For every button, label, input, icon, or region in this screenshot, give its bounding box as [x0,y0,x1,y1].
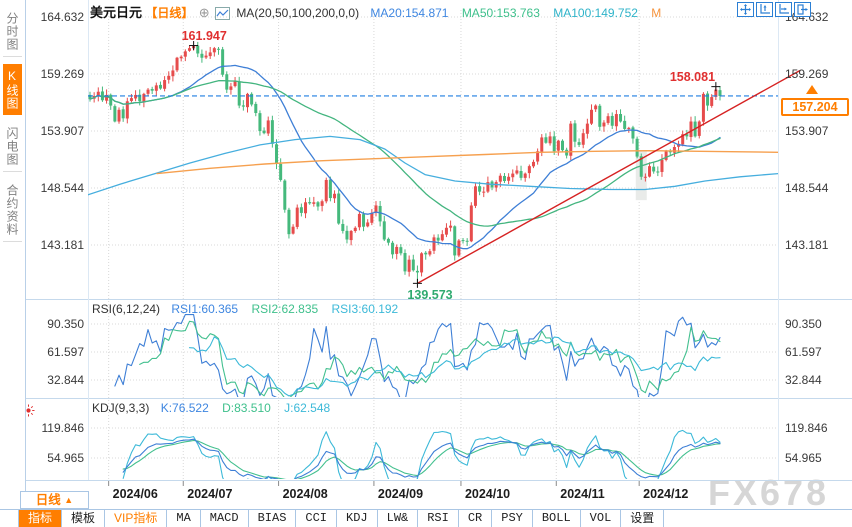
toolbar-tab-模板[interactable]: 模板 [62,510,106,527]
chevron-up-icon: ▲ [64,495,74,505]
date-label-2024-11: 2024/11 [560,487,605,501]
date-label-2024-09: 2024/09 [377,487,424,501]
price-axis-label-left: 143.181 [40,238,84,252]
price-axis-label-left: 153.907 [40,123,84,138]
fx678-watermark: FX678 [708,472,830,513]
ma20-value: MA20:154.871 [370,6,449,20]
price-axis-label-left: 159.269 [40,67,84,81]
kdj-axis-label-right: 119.846 [785,421,828,435]
rsi-axis-label-left: 32.844 [47,373,84,387]
date-label-2024-12: 2024/12 [643,487,689,501]
rsi-axis-label-left: 61.597 [47,345,84,359]
price-axis-label-left: 148.544 [40,180,84,195]
toolbar-tab-LW&[interactable]: LW& [377,510,419,527]
toolbar-tab-KDJ[interactable]: KDJ [337,510,378,527]
price-axis-label-right: 159.269 [785,67,829,81]
rsi1-value: RSI1:60.365 [171,302,239,316]
ma-overlay-label[interactable]: MA(20,50,100,200,0,0) [236,6,360,20]
current-price-tag: 157.204 [781,97,849,116]
rsi-panel-header: RSI(6,12,24) RSI1:60.365 RSI2:62.835 RSI… [92,302,398,316]
toolbar-tab-MA[interactable]: MA [167,510,201,527]
toolbar-tab-VIP指标[interactable]: VIP指标 [105,510,168,527]
price-axis-label-right: 148.544 [785,180,829,195]
price-axis-label-right: 153.907 [785,123,829,138]
ma100-value: MA100:149.752 [553,6,638,20]
price-axis-label-right: 143.181 [785,238,829,252]
date-label-2024-10: 2024/10 [464,487,511,501]
price-axis-label-left: 164.632 [40,10,84,24]
date-label-2024-07: 2024/07 [187,487,233,501]
toolbar-tab-BIAS[interactable]: BIAS [248,510,297,527]
circle-plus-icon[interactable]: ⊕ [198,5,210,20]
sidebar-item-contract-info[interactable]: 合约资料 [3,179,22,242]
export-exit-icon[interactable] [794,2,811,17]
y-axis-zoom-icon[interactable] [756,2,773,17]
kdj-axis-label-right: 54.965 [785,451,822,465]
toolbar-tab-PSY[interactable]: PSY [492,510,533,527]
rsi-axis-label-right: 61.597 [785,345,822,359]
kdj-d-value: D:83.510 [222,401,271,415]
rsi3-value: RSI3:60.192 [331,302,399,316]
sidebar-item-candlestick-chart[interactable]: K线图 [3,64,22,115]
rsi2-value: RSI2:62.835 [251,302,319,316]
period-label: 【日线】 [145,6,194,20]
toolbar-tab-BOLL[interactable]: BOLL [532,510,581,527]
kdj-panel-header: KDJ(9,3,3) K:76.522 D:83.510 J:62.548 [92,401,330,415]
toolbar-tab-指标[interactable]: 指标 [18,510,63,527]
rsi-axis-label-right: 32.844 [785,373,822,387]
rsi-params[interactable]: RSI(6,12,24) [92,302,161,316]
toolbar-tab-MACD[interactable]: MACD [200,510,249,527]
price-up-arrow-icon [806,84,818,94]
x-axis-zoom-icon[interactable] [775,2,792,17]
toolbar-tab-CR[interactable]: CR [458,510,493,527]
period-selector[interactable]: 日线 ▲ [20,491,89,509]
kdj-j-value: J:62.548 [284,401,331,415]
price-annotation-161.947: 161.947 [181,28,227,43]
price-annotation-158.081: 158.081 [669,69,716,84]
ma200-value-truncated: M [651,6,662,20]
toolbar-tab-RSI[interactable]: RSI [418,510,459,527]
price-annotation-139.573: 139.573 [407,288,453,303]
kdj-k-value: K:76.522 [160,401,209,415]
indicator-toolbar: 指标 模板 VIP指标 MA MACD BIAS CCI KDJ LW& RSI CR PSY BOLL… [0,509,852,527]
sidebar-item-lightning-chart[interactable]: 闪电图 [3,122,22,172]
kdj-axis-label-left: 54.965 [47,451,84,465]
chart-toolbar-icons [737,2,811,17]
chart-header: 美元日元 【日线】 ⊕ MA(20,50,100,200,0,0) MA20:1… [90,2,661,21]
period-selector-label: 日线 [35,493,61,507]
kdj-params[interactable]: KDJ(9,3,3) [92,401,150,415]
toolbar-tab-设置[interactable]: 设置 [621,510,665,527]
indicator-chart-icon[interactable] [214,7,230,20]
date-label-2024-08: 2024/08 [282,487,328,501]
date-label-2024-06: 2024/06 [112,487,158,501]
chart-type-sidebar: 分时图 K线图 闪电图 合约资料 [0,0,26,509]
kdj-axis-label-left: 119.846 [41,421,85,435]
sidebar-item-time-chart[interactable]: 分时图 [3,7,22,57]
rsi-axis-label-left: 90.350 [47,317,84,331]
ma50-value: MA50:153.763 [461,6,540,20]
toolbar-tab-VOL[interactable]: VOL [580,510,622,527]
rsi-axis-label-right: 90.350 [785,317,822,331]
symbol-title: 美元日元 [90,5,143,20]
pan-move-icon[interactable] [737,2,754,17]
toolbar-tab-CCI[interactable]: CCI [296,510,338,527]
